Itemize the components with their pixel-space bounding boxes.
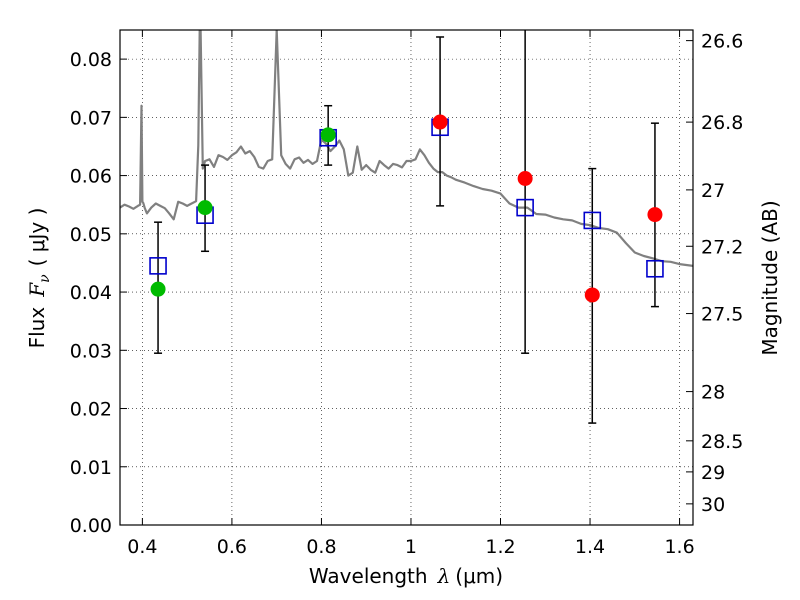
red-point: [647, 207, 663, 223]
y-tick-label: 0.01: [70, 457, 112, 479]
red-point: [517, 171, 533, 186]
plot-frame: [119, 29, 694, 526]
y-tick-label: 0.07: [70, 107, 112, 129]
plot-area: [120, 30, 693, 267]
y-tick-label: 0.02: [70, 399, 112, 421]
x-tick-label: 1.2: [485, 536, 515, 558]
x-tick-label: 0.8: [306, 536, 336, 558]
y2-tick-label: 27: [701, 180, 725, 202]
y2-tick-label: 26.8: [701, 112, 743, 134]
x-axis-label: Wavelength λ (μm): [309, 564, 503, 588]
y-tick-label: 0.00: [70, 515, 112, 537]
green-point: [197, 200, 213, 216]
model-square: [583, 211, 602, 230]
red-point: [584, 287, 600, 303]
markers: [149, 30, 664, 424]
y-tick-label: 0.08: [70, 49, 112, 71]
y2-tick-label: 27.5: [701, 304, 743, 326]
ticks: 0.4 0.6 0.8 1 1.2 1.4 1.6 0.00 0.01 0.02 0.03 0.04 0…: [70, 30, 743, 558]
green-point: [320, 127, 336, 143]
y2-tick-label: 26.6: [701, 31, 743, 53]
model-square: [646, 259, 664, 278]
green-point: [150, 281, 166, 297]
x-tick-label: 1.4: [575, 536, 605, 558]
y-axis-label: FluxFν( μJy ): [25, 208, 53, 349]
y2-tick-label: 28.5: [701, 431, 743, 453]
grid: [120, 30, 693, 526]
y2-tick-label: 30: [701, 494, 725, 516]
y-tick-label: 0.03: [70, 340, 112, 362]
x-tick-label: 1.6: [664, 536, 694, 558]
x-tick-label: 0.6: [217, 536, 247, 558]
y-tick-label: 0.04: [70, 282, 112, 304]
y-tick-label: 0.06: [70, 166, 112, 188]
spectrum-line: [120, 30, 693, 267]
y-tick-label: 0.05: [70, 224, 112, 246]
x-tick-label: 1: [405, 536, 417, 558]
y2-tick-label: 27.2: [701, 236, 743, 258]
model-square: [516, 198, 534, 217]
x-tick-label: 0.4: [127, 536, 157, 558]
y2-axis-label: Magnitude (AB): [758, 200, 782, 355]
red-point: [432, 114, 448, 130]
model-square: [149, 257, 167, 275]
y2-tick-label: 28: [701, 382, 725, 404]
y2-tick-label: 29: [701, 462, 725, 484]
